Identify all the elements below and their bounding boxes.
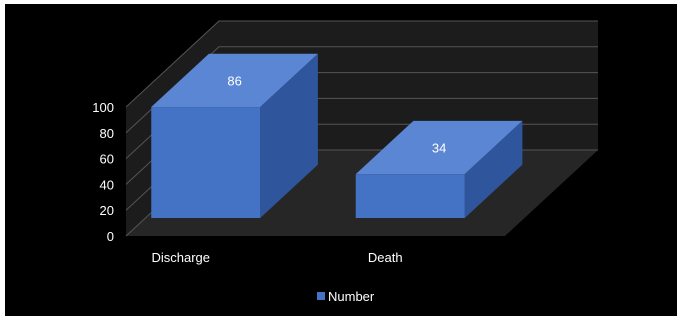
bar bbox=[355, 174, 465, 218]
bar-side bbox=[260, 53, 318, 218]
gridline bbox=[125, 20, 598, 108]
y-tick-label: 80 bbox=[100, 126, 114, 141]
legend-label: Number bbox=[328, 289, 375, 304]
data-label: 34 bbox=[432, 140, 446, 155]
bars: 86 34 bbox=[151, 53, 523, 218]
y-tick-label: 100 bbox=[92, 100, 114, 115]
x-category-label: Discharge bbox=[151, 250, 210, 265]
x-axis-categories: Discharge Death bbox=[151, 250, 402, 265]
bar-top bbox=[151, 53, 318, 108]
y-axis-ticks: 0 20 40 60 80 100 bbox=[92, 100, 114, 244]
chart-frame: 86 34 0 20 40 60 80 100 Discharge Death Number bbox=[5, 4, 677, 316]
y-tick-label: 40 bbox=[100, 177, 114, 192]
legend-swatch bbox=[317, 292, 325, 300]
bar-top bbox=[355, 120, 523, 175]
data-label: 86 bbox=[227, 73, 241, 88]
x-category-label: Death bbox=[368, 250, 403, 265]
bar bbox=[151, 107, 261, 218]
y-tick-label: 60 bbox=[100, 152, 114, 167]
y-tick-label: 0 bbox=[107, 229, 114, 244]
bar-side bbox=[464, 120, 523, 218]
legend: Number bbox=[317, 289, 375, 304]
bar-chart: 86 34 0 20 40 60 80 100 Discharge Death Number bbox=[92, 20, 598, 304]
y-tick-label: 20 bbox=[100, 203, 114, 218]
